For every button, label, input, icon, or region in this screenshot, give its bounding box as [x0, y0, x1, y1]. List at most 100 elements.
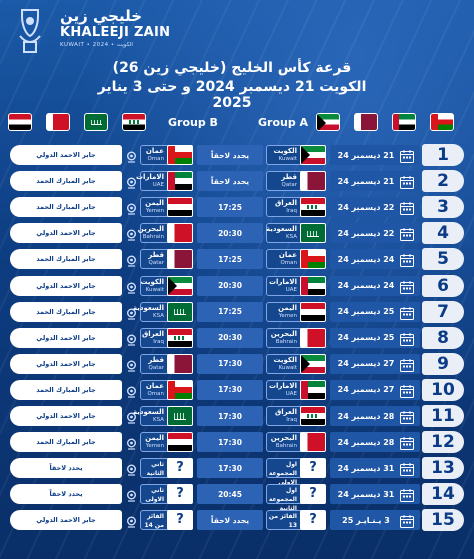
match-time: 17:30 [197, 432, 263, 453]
flag-yemen-icon [8, 113, 32, 131]
match-row: يحدد لاحقاً ثاني الاولى ? 20:45 اول المج… [10, 483, 464, 512]
match-number: 10 [422, 378, 464, 401]
page-subtitle: الكويت 21 ديسمبر 2024 و حتى 3 يناير 2025 [97, 79, 367, 111]
team-name-ar: الفائز من 14 [144, 513, 164, 530]
match-row: جابر الاحمد الدولي السعودية KSA 17:30 ال… [10, 405, 464, 428]
flag-kuwait-icon [316, 113, 340, 131]
team-name-ar: قطر [148, 355, 164, 364]
team-name-ar: السعودية [133, 408, 164, 416]
match-row: جابر المبارك الحمد السعودية KSA 17:25 ال… [10, 300, 464, 324]
match-row: جابر الاحمد الدولي الفائز من 14 ? يحدد ل… [10, 509, 464, 532]
match-date: 28 ديسمبر 24 [330, 406, 420, 426]
team-name: ثاني الاولى [141, 486, 164, 504]
match-row: جابر الاحمد الدولي العراق Iraq 20:30 الب… [10, 326, 464, 350]
match-time: 17:25 [197, 301, 263, 322]
group-b-header: Group B [8, 113, 240, 135]
calendar-icon [400, 513, 414, 529]
team-name: اليمن Yemen [145, 199, 164, 215]
team-name-en: Yemen [145, 443, 164, 450]
brand-subtitle: KUWAIT • 2024 • الكويت [60, 42, 133, 48]
flag-yemen-icon [167, 197, 193, 218]
flag-uae-icon [300, 379, 326, 400]
calendar-icon [400, 200, 414, 216]
group-b-title: Group B [168, 116, 218, 129]
match-number: 3 [422, 196, 464, 219]
team-name-en: UAE [152, 182, 164, 189]
flag-bahrain-icon [300, 432, 326, 453]
flag-ksa-icon [167, 301, 193, 322]
team-name: السعودية KSA [133, 408, 164, 424]
team-name-en: Kuwait [278, 156, 297, 162]
flag-ksa-icon [300, 223, 326, 244]
venue: جابر الاحمد الدولي [10, 145, 122, 165]
team-name-ar: البحرين [270, 434, 297, 443]
team-name-en: Oman [280, 260, 297, 267]
team-name: قطر Qatar [148, 356, 164, 372]
location-pin-icon [126, 410, 137, 424]
team-name-en: KSA [153, 312, 164, 319]
flag-uae-icon [167, 171, 193, 192]
flag-oman-icon [300, 249, 326, 270]
team-name-ar: ثاني الثانية [146, 461, 164, 478]
team-name-en: Oman [147, 156, 164, 162]
match-number: 15 [422, 509, 464, 532]
team-name-en: Iraq [286, 417, 297, 423]
location-pin-icon [126, 175, 137, 189]
match-time: يحدد لاحقاً [197, 145, 263, 165]
location-pin-icon [126, 462, 137, 476]
location-pin-icon [126, 488, 137, 502]
calendar-icon [400, 487, 414, 503]
location-pin-icon [126, 253, 137, 267]
venue: جابر الاحمد الدولي [10, 406, 122, 426]
trophy-logo-icon [19, 9, 41, 53]
calendar-icon [400, 148, 414, 163]
match-date: 3 يـنـايـر 25 [330, 510, 420, 531]
team-name-ar: الكويت [140, 277, 164, 286]
team-name: البحرين Bahrain [271, 434, 297, 450]
location-pin-icon [126, 280, 137, 294]
location-pin-icon [126, 384, 137, 398]
team-name: العراق Iraq [275, 199, 297, 215]
calendar-icon [400, 226, 414, 242]
team-name: عمان Oman [146, 147, 164, 163]
team-name-en: Qatar [148, 260, 165, 267]
team-name: السعودية KSA [133, 304, 164, 320]
team-name: الامارات UAE [269, 278, 297, 294]
calendar-icon [400, 305, 414, 320]
team-name-ar: اول المجموعة الاولى [268, 461, 297, 487]
match-time: 17:25 [197, 249, 263, 270]
team-name: العراق Iraq [142, 330, 164, 346]
venue: جابر المبارك الحمد [10, 249, 122, 270]
page-title: قرعة كأس الخليج (خليجي زين 26) [112, 60, 352, 76]
match-number: 4 [422, 222, 464, 245]
team-name-en: Iraq [153, 338, 164, 345]
location-pin-icon [126, 514, 137, 528]
match-date: 28 ديسمبر 24 [330, 432, 420, 453]
flag-uae-icon [392, 113, 416, 131]
match-row: جابر الاحمد الدولي عمان Oman يحدد لاحقاً… [10, 144, 464, 167]
team-name-ar: الكويت [273, 147, 297, 155]
team-name-ar: عمان [145, 381, 164, 390]
team-name: اول المجموعة الاولى [267, 460, 297, 487]
team-name: السعودية KSA [266, 225, 297, 241]
calendar-icon [400, 383, 414, 398]
match-date: 22 ديسمبر 24 [330, 223, 420, 244]
team-name: الفائز من 13 [267, 512, 297, 530]
team-name-ar: السعودية [266, 225, 297, 234]
match-number: 13 [422, 457, 464, 480]
team-name: الكويت Kuwait [273, 356, 297, 372]
match-time: 17:25 [197, 197, 263, 218]
team-name-en: Bahrain [275, 443, 297, 450]
flag-oman-icon [430, 113, 454, 131]
brand-arabic: خليجي زين [60, 7, 143, 25]
team-name: العراق Iraq [275, 408, 297, 424]
match-date: 31 ديسمبر 24 [330, 484, 420, 505]
team-name-en: Kuwait [278, 364, 297, 371]
unknown-team-icon: ? [300, 458, 326, 479]
match-row: جابر المبارك الحمد عمان Oman 17:30 الاما… [10, 378, 464, 402]
team-name: الكويت Kuwait [140, 278, 164, 294]
team-name: اليمن Yemen [278, 304, 297, 320]
team-name-en: Iraq [286, 208, 297, 215]
location-pin-icon [126, 332, 137, 346]
team-name: البحرين Bahrain [271, 330, 297, 346]
